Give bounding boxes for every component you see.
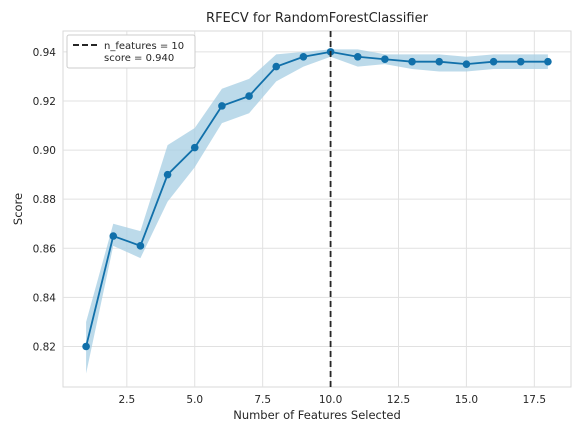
x-tick-label: 15.0 <box>455 394 478 406</box>
score-point <box>381 55 389 64</box>
y-tick-label: 0.86 <box>33 243 57 255</box>
score-point <box>299 52 308 61</box>
score-point <box>435 57 444 66</box>
score-point <box>462 60 471 68</box>
legend-label-score: score = 0.940 <box>104 53 174 64</box>
score-point <box>136 242 145 250</box>
score-line-layer <box>82 48 552 351</box>
score-point <box>190 143 199 152</box>
score-point <box>109 232 118 240</box>
y-tick-label: 0.90 <box>33 145 56 157</box>
tick-labels: 2.5 5.0 7.5 10.0 12.5 15.0 17.5 0.82 0.84 0.86 0.8… <box>33 47 546 406</box>
confidence-band-layer <box>86 49 548 374</box>
x-axis-label: Number of Features Selected <box>233 408 401 422</box>
x-tick-label: 7.5 <box>254 394 271 406</box>
score-point <box>516 57 525 66</box>
score-point <box>408 57 416 66</box>
x-tick-label: 17.5 <box>523 394 546 406</box>
x-tick-label: 12.5 <box>387 394 410 406</box>
legend-box <box>66 34 196 69</box>
score-point <box>163 170 172 179</box>
y-tick-label: 0.88 <box>33 194 56 206</box>
score-point <box>272 62 281 71</box>
score-point <box>353 52 362 61</box>
score-point <box>218 102 226 110</box>
y-tick-label: 0.84 <box>33 292 57 304</box>
legend: n_features = 10 score = 0.940 <box>66 34 196 69</box>
y-tick-label: 0.92 <box>33 96 56 108</box>
y-tick-label: 0.94 <box>33 47 57 59</box>
score-point <box>489 57 498 66</box>
y-axis-label: Score <box>11 193 25 225</box>
plot-area <box>62 30 572 388</box>
x-tick-label: 10.0 <box>319 394 342 406</box>
score-line <box>85 50 548 347</box>
score-point <box>544 57 552 66</box>
x-tick-label: 2.5 <box>118 394 135 406</box>
chart-title: RFECV for RandomForestClassifier <box>206 11 429 26</box>
score-point <box>82 342 90 351</box>
y-tick-label: 0.82 <box>33 341 56 353</box>
legend-label-n-features: n_features = 10 <box>104 41 184 52</box>
x-tick-label: 5.0 <box>186 394 203 406</box>
score-point <box>245 92 253 100</box>
confidence-band <box>86 49 548 374</box>
